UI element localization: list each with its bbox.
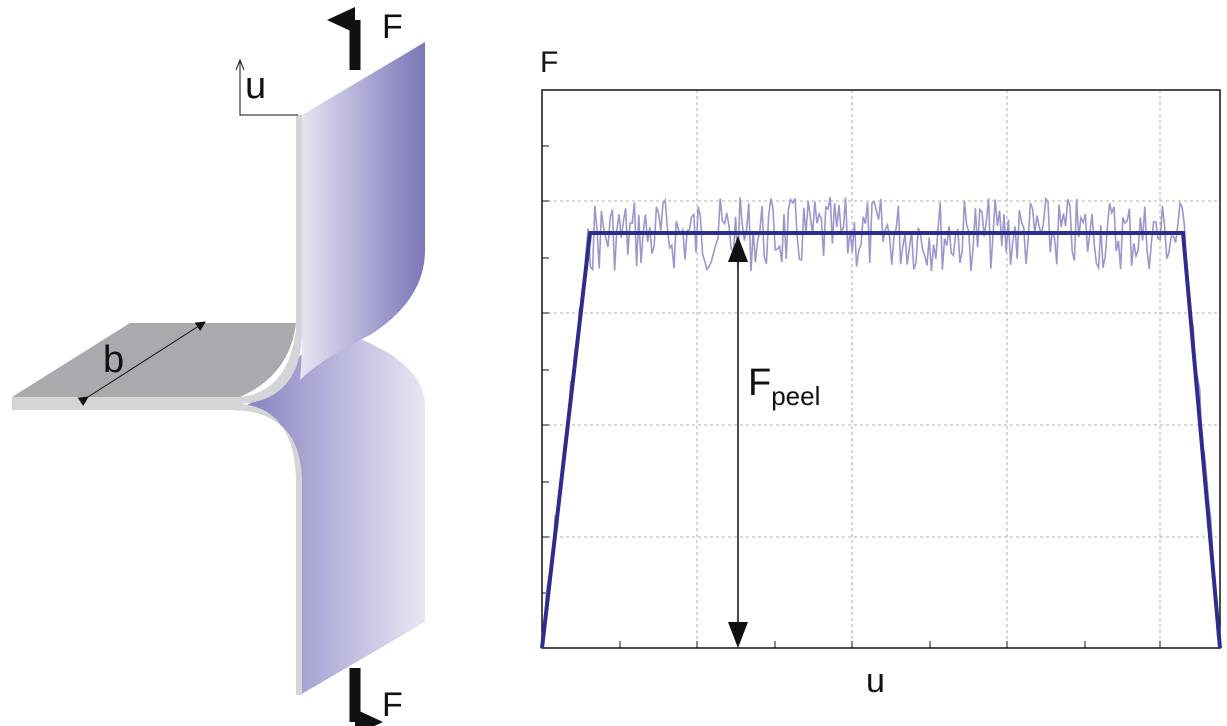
arrowhead: [728, 236, 748, 262]
u-indicator: [239, 62, 298, 116]
u-arrowhead: [235, 58, 245, 71]
plate-top: [12, 323, 296, 397]
plot: F u Fpeel: [540, 46, 1222, 700]
idealized-curve: [540, 231, 1222, 649]
width-label: b: [103, 339, 124, 381]
y-axis-label: F: [540, 46, 558, 79]
peel-force-symbol: F: [748, 362, 771, 404]
measured-curve: [541, 196, 1221, 649]
displacement-label: u: [245, 65, 266, 107]
lower-flap: [232, 333, 425, 695]
specimen: F u b F: [12, 7, 425, 726]
peel-force-subscript: peel: [771, 381, 820, 411]
x-axis-label: u: [866, 662, 885, 700]
force-label: F: [382, 686, 403, 724]
peel-force-label: Fpeel: [748, 362, 820, 411]
force-label: F: [382, 8, 403, 46]
arrowhead: [728, 622, 748, 648]
width-arrow: [77, 321, 206, 407]
upper-flap: [300, 42, 425, 380]
plot-frame: [541, 89, 1221, 649]
